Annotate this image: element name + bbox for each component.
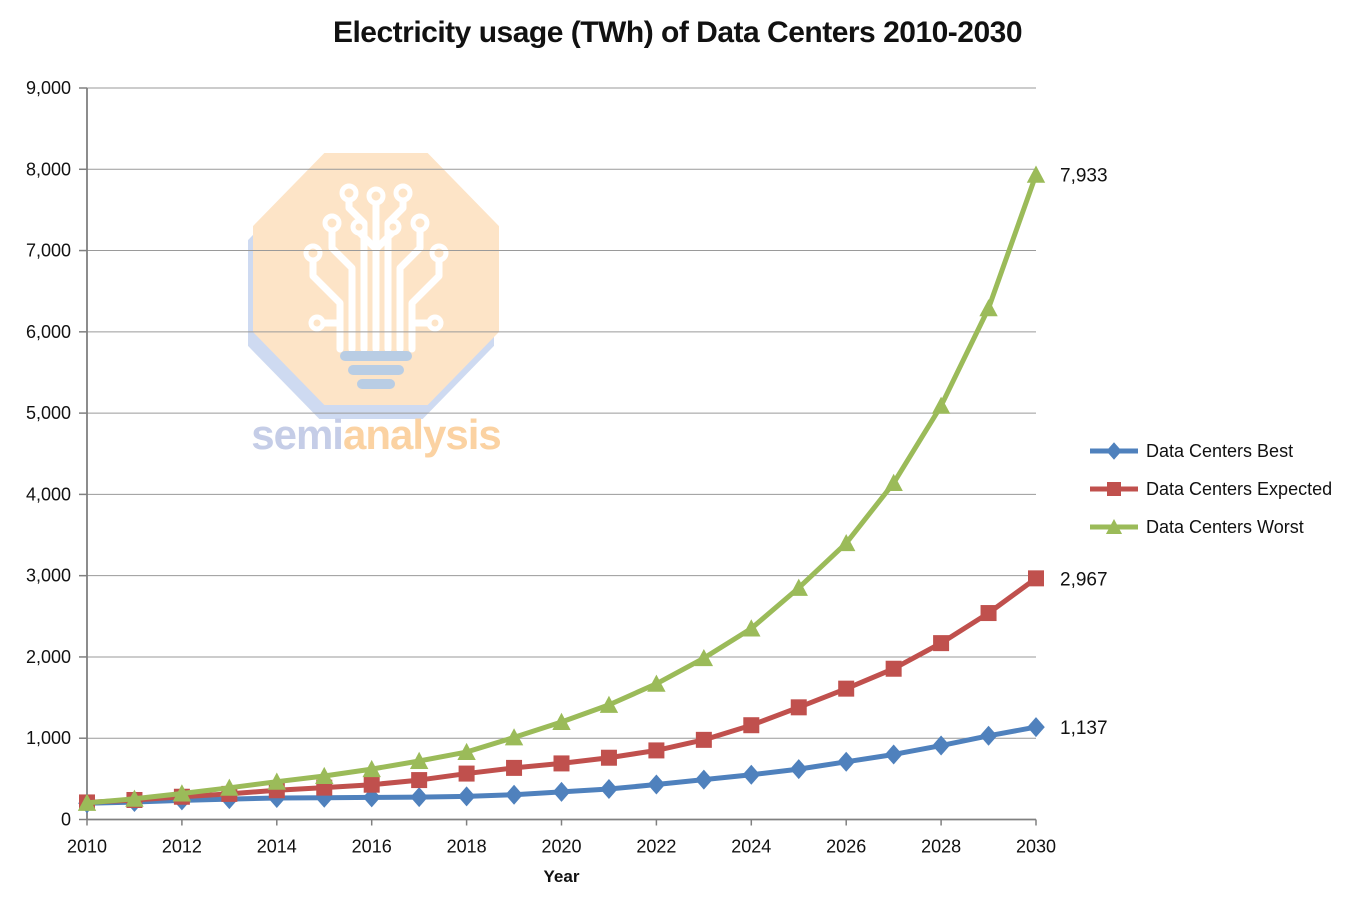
series-end-label: 1,137 bbox=[1060, 718, 1108, 739]
data-point-marker bbox=[172, 784, 192, 802]
data-point-marker bbox=[789, 578, 808, 596]
x-tick-label: 2028 bbox=[921, 837, 961, 857]
watermark-brand-text: semianalysis bbox=[223, 411, 529, 459]
series-2 bbox=[79, 570, 1044, 811]
data-point-marker bbox=[552, 712, 571, 730]
data-point-marker bbox=[457, 786, 476, 807]
data-point-marker bbox=[77, 793, 97, 811]
data-point-marker bbox=[837, 533, 856, 552]
data-point-marker bbox=[884, 473, 903, 492]
data-point-marker bbox=[1107, 482, 1121, 496]
data-point-marker bbox=[457, 742, 476, 761]
legend-label: Data Centers Best bbox=[1146, 440, 1294, 461]
data-point-marker bbox=[1026, 165, 1046, 183]
data-point-marker bbox=[695, 731, 712, 748]
data-point-marker bbox=[410, 787, 428, 808]
data-point-marker bbox=[411, 772, 428, 789]
y-tick-label: 8,000 bbox=[26, 159, 71, 179]
legend-item-1: Data Centers Best bbox=[1088, 440, 1332, 462]
data-point-marker bbox=[409, 751, 429, 769]
y-tick-label: 3,000 bbox=[26, 566, 71, 586]
x-tick-label: 2012 bbox=[162, 837, 202, 857]
data-point-marker bbox=[885, 660, 902, 677]
x-tick-label: 2024 bbox=[731, 837, 771, 857]
y-tick-label: 9,000 bbox=[26, 78, 71, 98]
legend-swatch bbox=[1090, 482, 1138, 496]
data-point-marker bbox=[647, 674, 666, 692]
circuit-lightbulb-icon bbox=[303, 183, 449, 389]
data-point-marker bbox=[599, 695, 619, 713]
data-point-marker bbox=[695, 769, 713, 790]
legend-swatch bbox=[1090, 442, 1138, 460]
data-point-marker bbox=[125, 789, 144, 807]
data-point-marker bbox=[694, 648, 714, 667]
data-point-marker bbox=[931, 396, 951, 414]
x-axis-title: Year bbox=[544, 867, 580, 886]
x-tick-label: 2016 bbox=[352, 837, 392, 857]
data-point-marker bbox=[458, 765, 475, 782]
data-point-marker bbox=[647, 774, 666, 795]
x-tick-label: 2030 bbox=[1016, 837, 1056, 857]
x-tick-label: 2022 bbox=[636, 837, 676, 857]
data-point-marker bbox=[552, 781, 571, 802]
legend-label: Data Centers Worst bbox=[1146, 516, 1304, 537]
data-point-marker bbox=[790, 699, 807, 716]
y-tick-label: 1,000 bbox=[26, 728, 71, 748]
y-tick-label: 2,000 bbox=[26, 647, 71, 667]
data-point-marker bbox=[789, 759, 808, 780]
data-point-marker bbox=[742, 764, 761, 785]
data-point-marker bbox=[884, 744, 903, 765]
data-point-marker bbox=[600, 779, 618, 800]
data-point-marker bbox=[742, 619, 761, 637]
data-point-marker bbox=[979, 299, 998, 317]
brand-analysis: analysis bbox=[342, 411, 502, 458]
x-tick-label: 2010 bbox=[67, 837, 107, 857]
data-point-marker bbox=[932, 735, 950, 756]
data-point-marker bbox=[362, 759, 381, 778]
data-point-marker bbox=[1028, 570, 1044, 587]
legend-item-2: Data Centers Expected bbox=[1088, 478, 1332, 500]
legend-swatch bbox=[1090, 518, 1138, 534]
brand-semi: semi bbox=[251, 411, 344, 458]
data-point-marker bbox=[980, 605, 997, 622]
y-tick-label: 4,000 bbox=[26, 484, 71, 504]
chart-legend: Data Centers Best Data Centers Expected Da… bbox=[1088, 440, 1332, 554]
x-tick-label: 2020 bbox=[541, 837, 581, 857]
data-point-marker bbox=[648, 742, 665, 759]
data-point-marker bbox=[1106, 442, 1122, 460]
data-point-marker bbox=[506, 759, 523, 776]
data-point-marker bbox=[837, 751, 855, 772]
x-tick-label: 2018 bbox=[447, 837, 487, 857]
data-point-marker bbox=[1027, 717, 1045, 738]
chart-title: Electricity usage (TWh) of Data Centers … bbox=[332, 16, 1023, 49]
data-point-marker bbox=[504, 728, 524, 746]
legend-item-3: Data Centers Worst bbox=[1088, 516, 1332, 538]
data-point-marker bbox=[363, 776, 380, 793]
data-point-marker bbox=[979, 725, 998, 746]
series-end-label: 2,967 bbox=[1060, 569, 1108, 590]
series-3 bbox=[77, 165, 1046, 811]
semianalysis-watermark: semianalysis bbox=[248, 153, 502, 458]
data-point-marker bbox=[267, 772, 286, 790]
x-tick-label: 2014 bbox=[257, 837, 297, 857]
data-point-marker bbox=[553, 755, 570, 772]
y-tick-label: 0 bbox=[61, 810, 71, 830]
data-point-marker bbox=[600, 749, 617, 766]
x-tick-label: 2026 bbox=[826, 837, 866, 857]
y-tick-label: 5,000 bbox=[26, 403, 71, 423]
series-end-label: 7,933 bbox=[1060, 166, 1108, 187]
data-point-marker bbox=[220, 778, 239, 796]
data-point-marker bbox=[838, 680, 855, 697]
data-point-marker bbox=[1105, 518, 1123, 534]
y-tick-label: 7,000 bbox=[26, 241, 71, 261]
data-point-marker bbox=[933, 635, 950, 652]
data-point-marker bbox=[505, 784, 523, 805]
legend-label: Data Centers Expected bbox=[1146, 478, 1333, 499]
y-tick-label: 6,000 bbox=[26, 322, 71, 342]
data-point-marker bbox=[315, 766, 334, 785]
data-point-marker bbox=[743, 717, 760, 734]
